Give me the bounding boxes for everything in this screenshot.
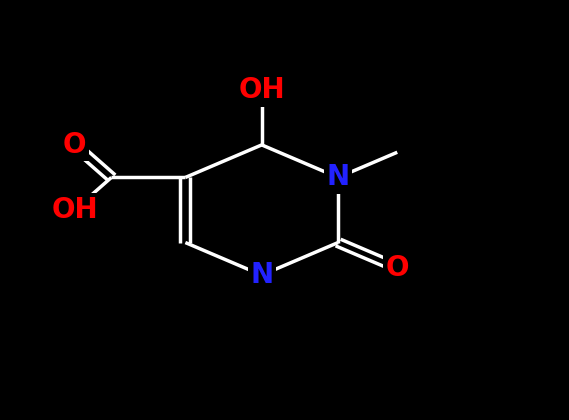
Text: OH: OH xyxy=(52,196,98,223)
Text: N: N xyxy=(250,261,273,289)
Text: N: N xyxy=(327,163,350,192)
Text: O: O xyxy=(63,131,86,159)
Text: OH: OH xyxy=(238,76,285,104)
Text: O: O xyxy=(386,254,409,282)
